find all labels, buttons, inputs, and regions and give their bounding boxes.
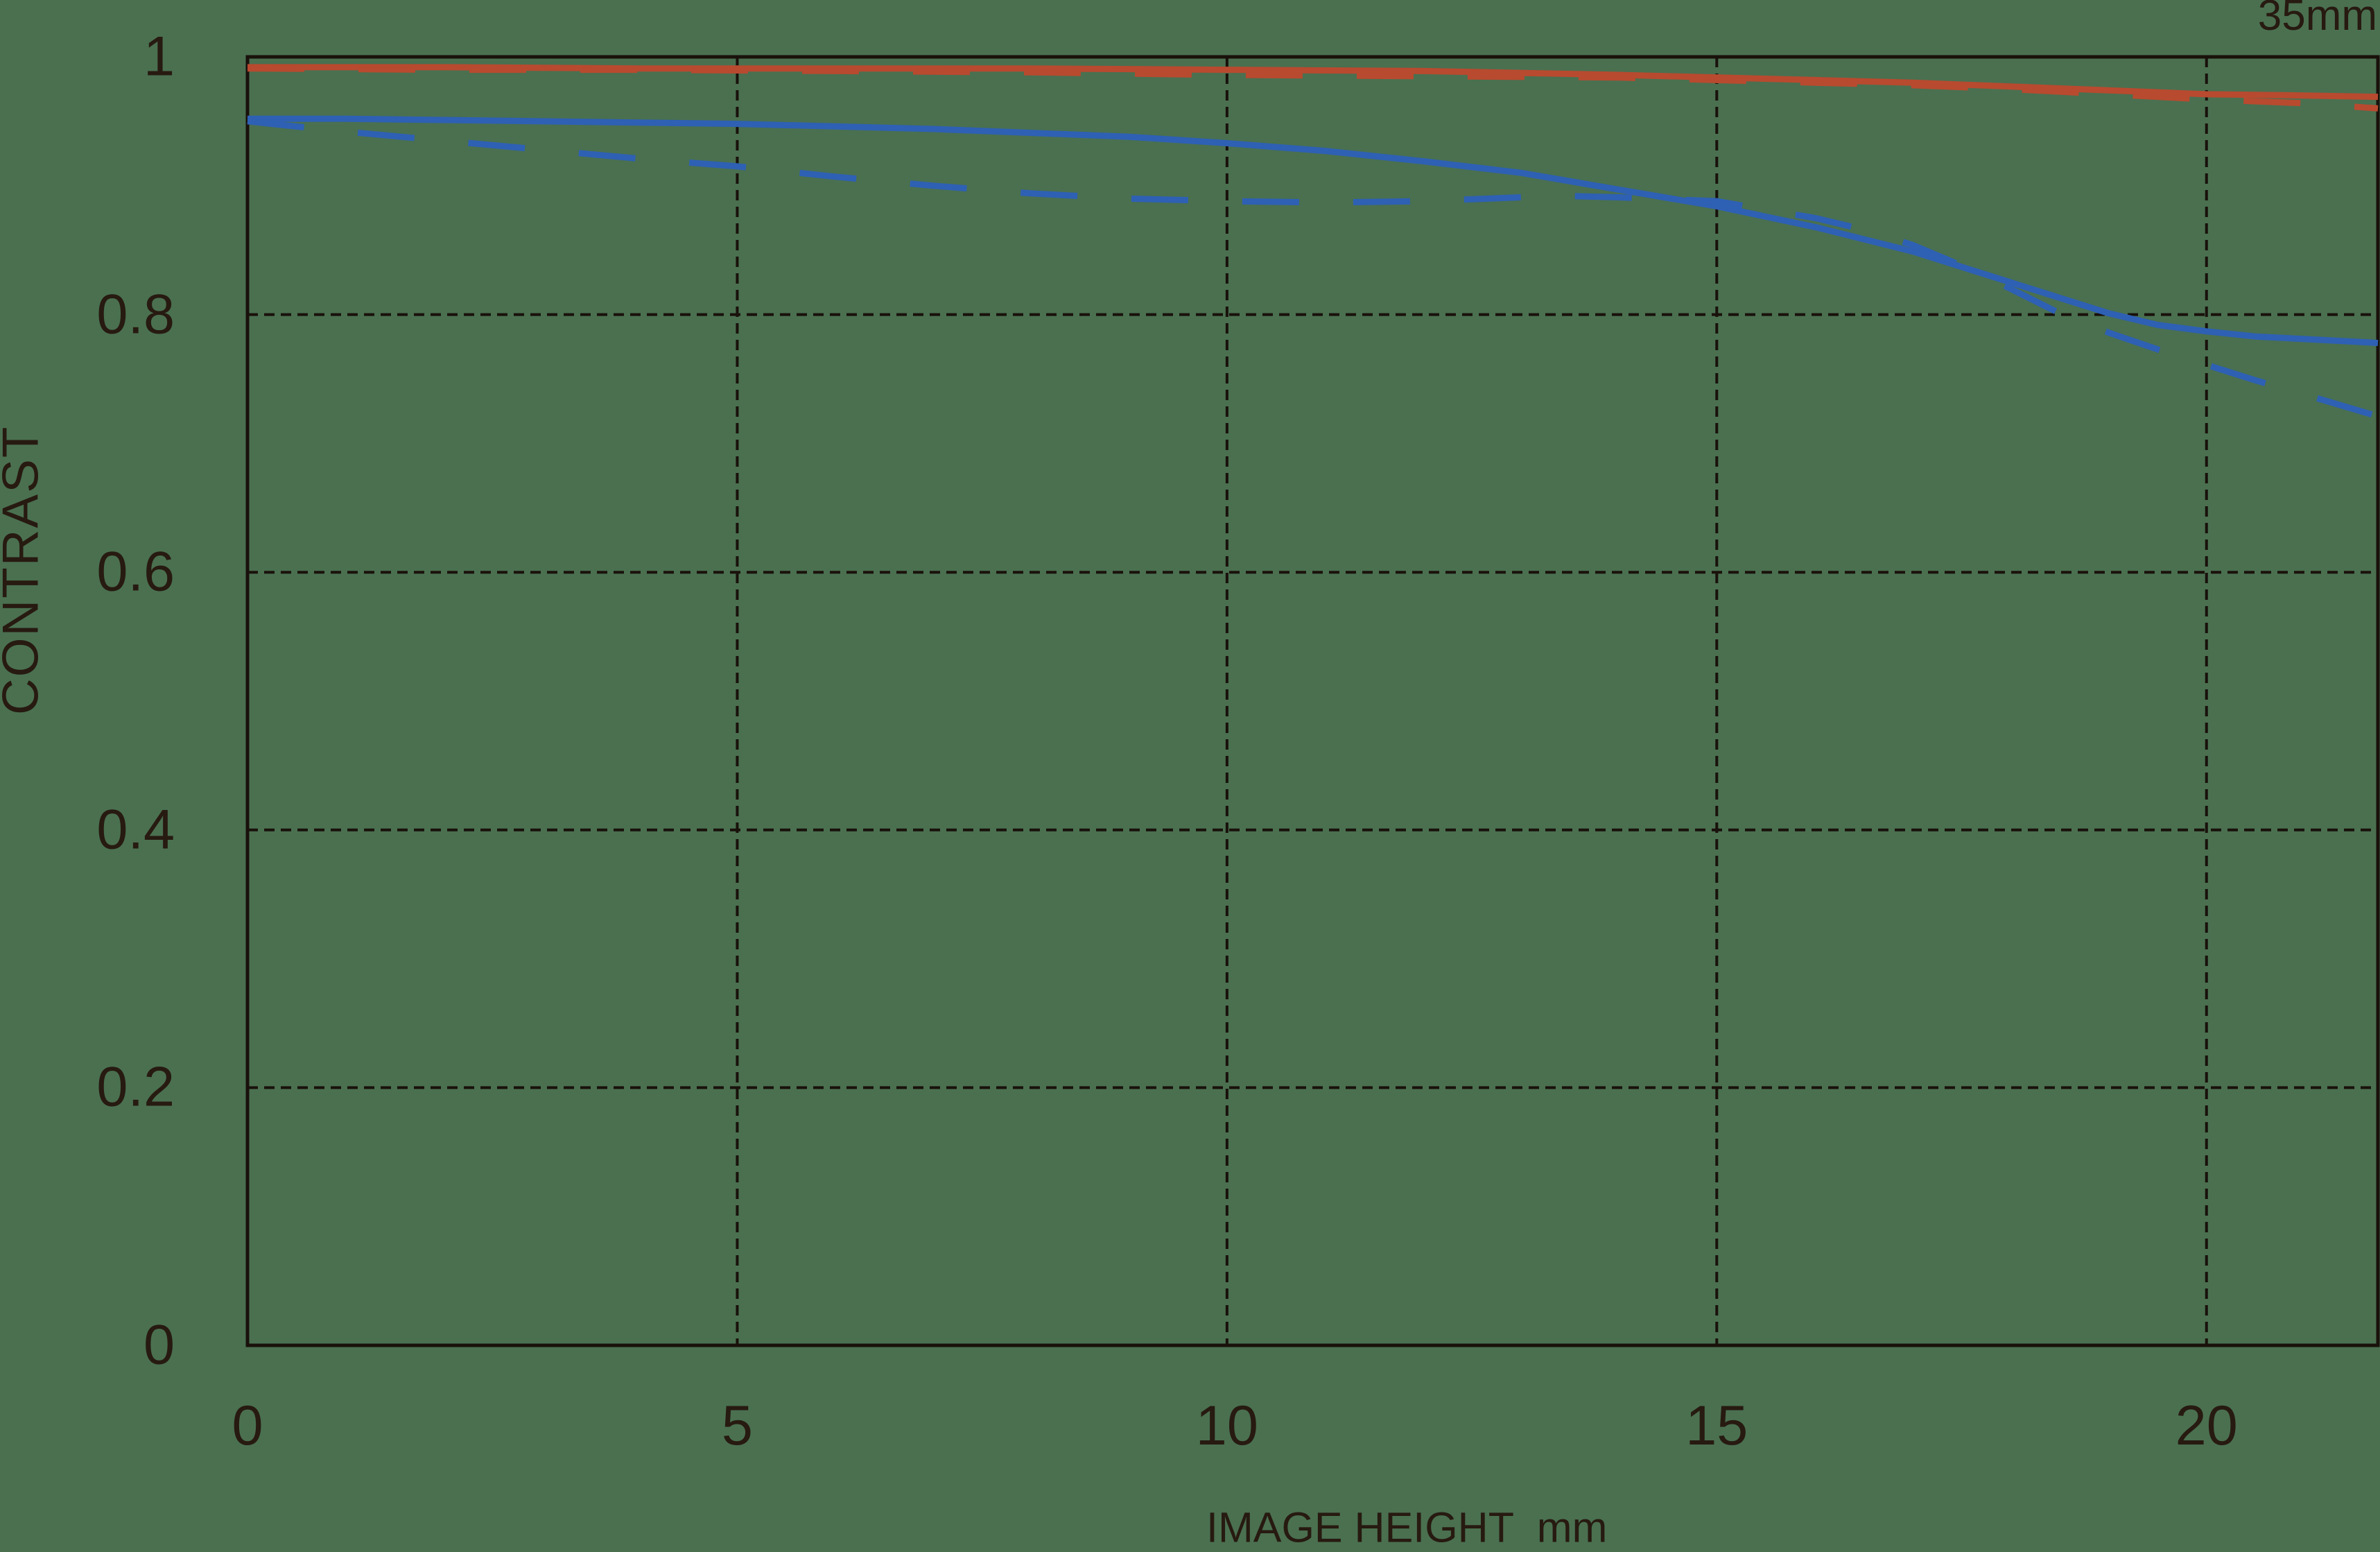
x-tick-label-0: 0 — [232, 1395, 263, 1457]
y-tick-label-0.8: 0.8 — [96, 283, 175, 346]
x-tick-label-10: 10 — [1195, 1395, 1258, 1457]
y-tick-label-1: 1 — [143, 25, 175, 88]
x-tick-label-15: 15 — [1685, 1395, 1748, 1457]
series-blue-dashed — [247, 118, 2379, 420]
y-tick-label-0: 0 — [143, 1313, 175, 1377]
series-red-dashed — [247, 65, 2379, 112]
plot-border — [245, 55, 2380, 1347]
focal-length-label: 35mm — [2257, 0, 2377, 40]
x-tick-label-20: 20 — [2175, 1395, 2238, 1457]
series-blue-solid — [247, 115, 2379, 346]
y-tick-label-0.6: 0.6 — [96, 540, 175, 603]
x-tick-label-5: 5 — [721, 1395, 753, 1457]
y-tick-label-0.2: 0.2 — [96, 1055, 175, 1119]
y-tick-label-0.4: 0.4 — [96, 798, 175, 861]
